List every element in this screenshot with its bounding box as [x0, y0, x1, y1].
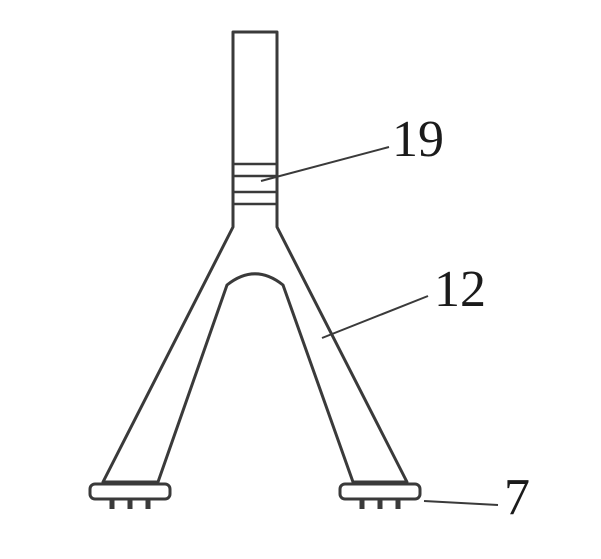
leader-line-0: [261, 147, 389, 181]
diagram-svg: [0, 0, 601, 559]
leader-line-2: [424, 501, 498, 505]
flange-bolt-left-0: [110, 499, 115, 509]
flange-bolt-right-1: [378, 499, 383, 509]
y-body-outline: [103, 32, 407, 482]
leader-line-1: [322, 296, 428, 338]
flange-bolt-right-2: [396, 499, 401, 509]
flange-left: [90, 484, 170, 499]
flange-bolt-left-2: [146, 499, 151, 509]
diagram-stage: 19 12 7: [0, 0, 601, 559]
flange-right: [340, 484, 420, 499]
flange-bolt-left-1: [128, 499, 133, 509]
flange-bolt-right-0: [360, 499, 365, 509]
